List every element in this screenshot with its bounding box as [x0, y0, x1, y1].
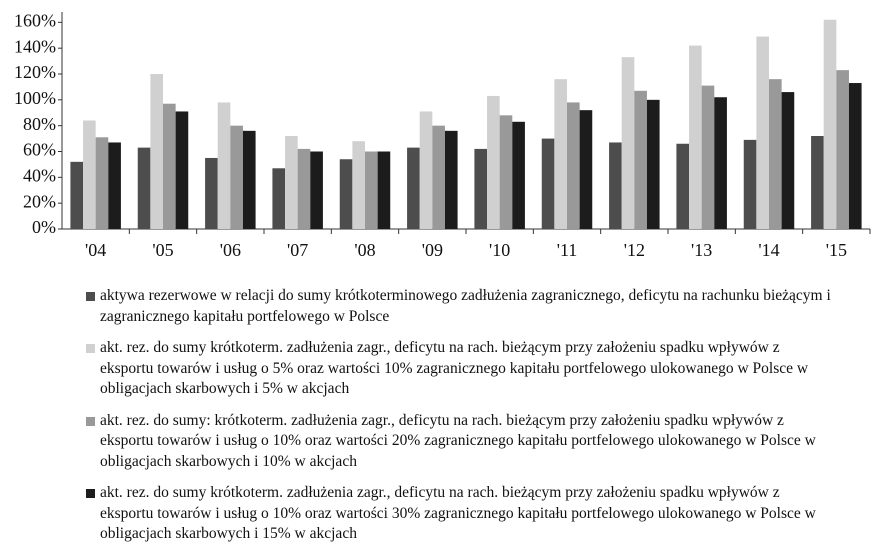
bar	[848, 83, 862, 230]
bar	[474, 148, 488, 229]
legend-swatch	[86, 416, 95, 426]
bar	[70, 161, 84, 229]
bar	[811, 136, 824, 229]
bar	[634, 90, 647, 230]
legend-swatch	[86, 344, 95, 353]
bar	[419, 111, 433, 229]
x-tick-label: '07	[287, 240, 308, 260]
y-tick-label: 80%	[23, 114, 56, 134]
x-tick-label: '11	[557, 240, 578, 260]
bar	[499, 115, 513, 229]
y-tick-label: 140%	[14, 36, 56, 56]
bar	[163, 103, 176, 229]
legend-entry: akt. rez. do sumy: krótkoterm. zadłużeni…	[86, 411, 831, 473]
bar	[230, 125, 243, 229]
bar	[175, 111, 189, 229]
bar	[95, 137, 109, 229]
bar	[377, 151, 391, 229]
bar	[297, 148, 311, 229]
bar	[621, 57, 635, 230]
bar	[743, 139, 757, 229]
bar	[701, 85, 715, 229]
bar	[242, 130, 256, 229]
legend-entry: akt. rez. do sumy krótkoterm. zadłużenia…	[86, 483, 831, 545]
bar	[285, 136, 298, 229]
legend-swatch	[86, 489, 95, 498]
bar	[781, 92, 795, 229]
bar	[714, 97, 727, 229]
bar	[339, 159, 353, 229]
bar	[676, 143, 690, 229]
y-tick-label: 40%	[23, 165, 56, 185]
bar	[769, 79, 782, 230]
bar	[609, 142, 622, 229]
x-tick-label: '04	[85, 240, 106, 260]
legend-label: aktywa rezerwowe w relacji do sumy krótk…	[100, 287, 831, 325]
legend-label: akt. rez. do sumy krótkoterm. zadłużenia…	[100, 339, 809, 397]
y-tick-label: 60%	[23, 140, 56, 160]
bar	[567, 102, 580, 229]
y-tick-label: 160%	[14, 10, 56, 30]
x-tick-label: '10	[489, 240, 510, 260]
bar	[205, 157, 218, 229]
x-tick-label: '09	[422, 240, 443, 260]
x-tick-label: '05	[152, 240, 173, 260]
x-tick-label: '13	[691, 240, 712, 260]
legend-swatch	[86, 292, 95, 301]
legend-entry: aktywa rezerwowe w relacji do sumy krótk…	[86, 286, 831, 327]
bar	[554, 79, 567, 230]
bar	[689, 45, 702, 230]
bar	[150, 74, 163, 229]
bar	[217, 102, 231, 229]
chart: 0% 20% 40% 60% 80% 100% 120% 140% 160% '04 '05 '06 '…	[14, 10, 871, 260]
bar	[646, 99, 660, 229]
legend-entry: akt. rez. do sumy krótkoterm. zadłużenia…	[86, 338, 831, 400]
bar	[836, 70, 849, 229]
x-tick-label: '15	[826, 240, 847, 260]
x-tick-label: '12	[624, 240, 645, 260]
y-tick-label: 0%	[32, 217, 56, 237]
legend-label: akt. rez. do sumy krótkoterm. zadłużenia…	[100, 484, 816, 542]
bar	[310, 151, 323, 229]
legend: aktywa rezerwowe w relacji do sumy krótk…	[86, 286, 831, 556]
bar	[487, 95, 500, 229]
x-tick-label: '14	[758, 240, 779, 260]
legend-label: akt. rez. do sumy: krótkoterm. zadłużeni…	[100, 411, 816, 470]
x-tick-label: '06	[220, 240, 241, 260]
bar	[272, 168, 286, 229]
y-tick-label: 120%	[14, 62, 56, 82]
y-tick-label: 100%	[14, 88, 56, 108]
bar	[108, 142, 121, 229]
bar	[407, 147, 420, 229]
bar	[444, 130, 458, 229]
bar	[365, 151, 378, 229]
bar	[137, 147, 151, 229]
bar	[432, 125, 445, 229]
y-tick-label: 20%	[23, 191, 56, 211]
bar	[83, 120, 96, 229]
x-tick-label: '08	[354, 240, 375, 260]
bar	[756, 36, 769, 229]
bar	[352, 141, 365, 229]
bar	[579, 110, 593, 229]
bar	[512, 121, 525, 229]
bar	[823, 19, 837, 229]
bar	[541, 138, 555, 229]
